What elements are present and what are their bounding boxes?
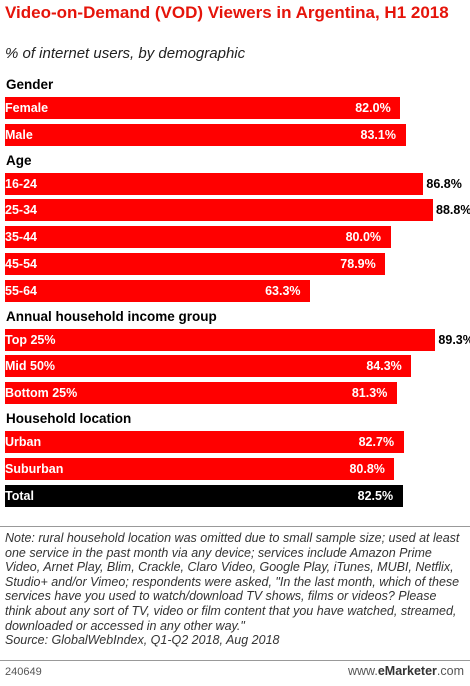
bar: [5, 199, 434, 222]
bar-value: 78.9%: [340, 257, 376, 271]
bar-value: 86.8%: [426, 176, 462, 191]
group-label: Household location: [6, 411, 132, 426]
bar-label: Urban: [5, 435, 42, 449]
bar-label: Female: [5, 101, 49, 115]
bar-label: 16-24: [5, 176, 37, 191]
bar: [5, 97, 401, 119]
bar: [5, 172, 424, 195]
bar-value: 80.0%: [345, 230, 382, 245]
bar-value: 88.8%: [436, 203, 470, 218]
bar-value: 89.3%: [438, 332, 470, 347]
bar-label: 35-44: [5, 230, 37, 245]
bar-value: 81.3%: [351, 386, 388, 401]
group-label: Annual household income group: [6, 308, 217, 324]
bar: [5, 328, 436, 351]
bar-value: 63.3%: [265, 283, 301, 298]
bar-label: Bottom 25%: [5, 386, 78, 401]
bar: [5, 253, 386, 275]
bar-value: 82.0%: [355, 101, 391, 115]
chart-notes: Note: rural household location was omitt…: [5, 531, 465, 648]
top-divider: [0, 526, 470, 527]
total-label: Total: [5, 488, 34, 503]
chart-subtitle: % of internet users, by demographic: [5, 45, 246, 62]
bar-value: 83.1%: [360, 127, 396, 142]
total-bar: [5, 484, 403, 507]
chart-title: Video-on-Demand (VOD) Viewers in Argenti…: [5, 3, 449, 22]
bar: [5, 382, 397, 405]
bar-value: 84.3%: [366, 359, 402, 374]
bar-label: 55-64: [5, 283, 37, 298]
bar-label: 25-34: [5, 203, 37, 218]
bottom-divider: [0, 660, 470, 661]
group-label: Age: [6, 152, 32, 168]
bar-chart: Gender Female 82.0% Male 83.1% Age 16-24 86.8% 2…: [0, 73, 470, 523]
bar-label: Suburban: [5, 461, 64, 476]
brand-logo: www.eMarketer.com: [347, 664, 464, 678]
total-value: 82.5%: [357, 488, 394, 503]
group-label: Gender: [6, 77, 54, 92]
bar-label: Top 25%: [5, 332, 56, 347]
bar: [5, 457, 395, 480]
source-text: Source: GlobalWebIndex, Q1-Q2 2018, Aug …: [5, 633, 280, 648]
bar-label: Male: [5, 127, 33, 142]
bar: [5, 226, 391, 249]
note-text: Note: rural household location was omitt…: [5, 531, 460, 633]
bar-label: 45-54: [5, 257, 37, 271]
bar-value: 80.8%: [349, 461, 385, 476]
bar-value: 82.7%: [358, 435, 395, 449]
bar: [5, 279, 311, 302]
chart-id: 240649: [5, 666, 42, 678]
bar-label: Mid 50%: [5, 359, 56, 374]
bar: [5, 355, 412, 378]
bar: [5, 123, 406, 146]
bar: [5, 431, 404, 453]
